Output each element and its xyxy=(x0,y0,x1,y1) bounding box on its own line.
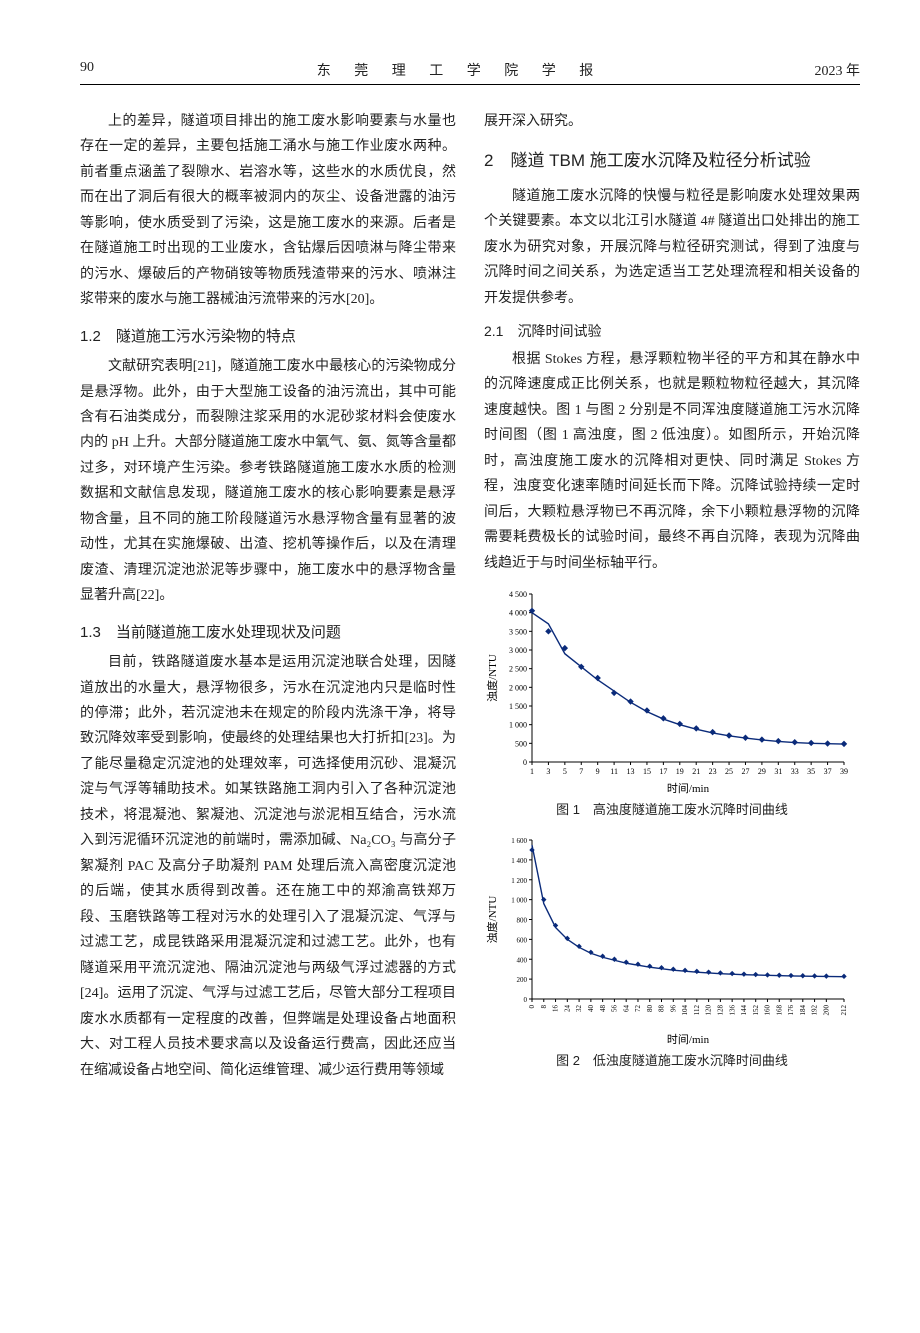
svg-text:21: 21 xyxy=(692,767,700,776)
content-columns: 上的差异，隧道项目排出的施工废水影响要素与水量也存在一定的差异，主要包括施工涌水… xyxy=(80,109,860,1085)
para-1-3: 目前，铁路隧道废水基本是运用沉淀池联合处理，因隧道放出的水量大，悬浮物很多，污水… xyxy=(80,650,456,1083)
heading-2-1: 2.1 沉降时间试验 xyxy=(484,319,860,344)
left-column: 上的差异，隧道项目排出的施工废水影响要素与水量也存在一定的差异，主要包括施工涌水… xyxy=(80,109,456,1085)
svg-text:128: 128 xyxy=(716,1004,724,1015)
svg-text:4 500: 4 500 xyxy=(509,590,527,599)
svg-text:200: 200 xyxy=(517,976,528,984)
para-continuation: 上的差异，隧道项目排出的施工废水影响要素与水量也存在一定的差异，主要包括施工涌水… xyxy=(80,109,456,313)
svg-text:800: 800 xyxy=(517,916,528,924)
svg-text:0: 0 xyxy=(528,1004,536,1008)
svg-text:11: 11 xyxy=(610,767,618,776)
figure-2-caption: 图 2 低浊度隧道施工废水沉降时间曲线 xyxy=(484,1049,860,1073)
svg-text:176: 176 xyxy=(787,1004,795,1015)
figure-2: 02004006008001 0001 2001 4001 6000816243… xyxy=(484,832,860,1073)
svg-text:15: 15 xyxy=(643,767,651,776)
svg-text:192: 192 xyxy=(811,1004,819,1015)
svg-text:200: 200 xyxy=(822,1004,830,1015)
svg-text:120: 120 xyxy=(705,1004,713,1015)
heading-1-2: 1.2 隧道施工污水污染物的特点 xyxy=(80,323,456,350)
svg-text:212: 212 xyxy=(840,1004,848,1015)
svg-text:17: 17 xyxy=(659,767,667,776)
svg-text:浊度/NTU: 浊度/NTU xyxy=(485,654,499,702)
right-column: 展开深入研究。 2 隧道 TBM 施工废水沉降及粒径分析试验 隧道施工废水沉降的… xyxy=(484,109,860,1085)
svg-text:3 500: 3 500 xyxy=(509,627,527,636)
figure-1-caption: 图 1 高浊度隧道施工废水沉降时间曲线 xyxy=(484,798,860,822)
heading-2: 2 隧道 TBM 施工废水沉降及粒径分析试验 xyxy=(484,148,860,174)
figure-2-chart: 02004006008001 0001 2001 4001 6000816243… xyxy=(484,832,854,1047)
svg-text:0: 0 xyxy=(524,996,528,1004)
svg-text:400: 400 xyxy=(517,956,528,964)
svg-text:1 000: 1 000 xyxy=(509,721,527,730)
page: 90 东 莞 理 工 学 院 学 报 2023 年 上的差异，隧道项目排出的施工… xyxy=(0,0,920,1333)
svg-text:33: 33 xyxy=(791,767,799,776)
figure-1: 0 500 1 000 1 500 2 000 2 500 3 000 3 500 4 000 4… xyxy=(484,586,860,822)
svg-text:112: 112 xyxy=(693,1004,701,1015)
svg-text:96: 96 xyxy=(669,1004,677,1012)
svg-text:时间/min: 时间/min xyxy=(667,782,710,795)
svg-text:144: 144 xyxy=(740,1004,748,1015)
svg-text:5: 5 xyxy=(563,767,567,776)
para-1-2: 文献研究表明[21]，隧道施工废水中最核心的污染物成分是悬浮物。此外，由于大型施… xyxy=(80,354,456,609)
svg-text:4 000: 4 000 xyxy=(509,609,527,618)
svg-text:600: 600 xyxy=(517,936,528,944)
svg-text:31: 31 xyxy=(774,767,782,776)
svg-text:25: 25 xyxy=(725,767,733,776)
svg-text:1 200: 1 200 xyxy=(511,876,527,884)
svg-text:2 000: 2 000 xyxy=(509,683,527,692)
svg-text:88: 88 xyxy=(658,1004,666,1012)
svg-text:39: 39 xyxy=(840,767,848,776)
svg-text:160: 160 xyxy=(764,1004,772,1015)
svg-text:23: 23 xyxy=(709,767,717,776)
page-header: 90 东 莞 理 工 学 院 学 报 2023 年 xyxy=(80,60,860,85)
para-continuation-right: 展开深入研究。 xyxy=(484,109,860,134)
figure-1-chart: 0 500 1 000 1 500 2 000 2 500 3 000 3 500 4 000 4… xyxy=(484,586,854,796)
svg-text:104: 104 xyxy=(681,1004,689,1015)
svg-text:2 500: 2 500 xyxy=(509,665,527,674)
svg-text:136: 136 xyxy=(728,1004,736,1015)
svg-text:56: 56 xyxy=(611,1004,619,1012)
svg-text:时间/min: 时间/min xyxy=(667,1033,710,1046)
para-2-intro: 隧道施工废水沉降的快慢与粒径是影响废水处理效果两个关键要素。本文以北江引水隧道 … xyxy=(484,184,860,311)
svg-text:9: 9 xyxy=(596,767,600,776)
svg-text:32: 32 xyxy=(575,1004,583,1012)
svg-text:1 000: 1 000 xyxy=(511,896,527,904)
svg-text:48: 48 xyxy=(599,1004,607,1012)
heading-1-3: 1.3 当前隧道施工废水处理现状及问题 xyxy=(80,619,456,646)
svg-text:1 500: 1 500 xyxy=(509,702,527,711)
svg-text:19: 19 xyxy=(676,767,684,776)
page-number: 90 xyxy=(80,60,130,80)
svg-text:8: 8 xyxy=(540,1004,548,1008)
svg-text:3: 3 xyxy=(546,767,550,776)
svg-text:13: 13 xyxy=(627,767,635,776)
svg-text:29: 29 xyxy=(758,767,766,776)
svg-text:7: 7 xyxy=(579,767,583,776)
svg-text:16: 16 xyxy=(552,1004,560,1012)
svg-text:152: 152 xyxy=(752,1004,760,1015)
svg-text:80: 80 xyxy=(646,1004,654,1012)
svg-text:64: 64 xyxy=(622,1004,630,1012)
svg-text:0: 0 xyxy=(523,758,527,767)
para-2-1: 根据 Stokes 方程，悬浮颗粒物半径的平方和其在静水中的沉降速度成正比例关系… xyxy=(484,347,860,576)
svg-text:168: 168 xyxy=(775,1004,783,1015)
svg-text:27: 27 xyxy=(741,767,749,776)
svg-text:35: 35 xyxy=(807,767,815,776)
publication-year: 2023 年 xyxy=(790,60,860,80)
svg-text:24: 24 xyxy=(563,1004,571,1012)
svg-text:1 600: 1 600 xyxy=(511,837,527,845)
svg-text:3 000: 3 000 xyxy=(509,646,527,655)
svg-text:184: 184 xyxy=(799,1004,807,1015)
svg-text:37: 37 xyxy=(824,767,832,776)
svg-text:500: 500 xyxy=(515,739,527,748)
svg-text:1 400: 1 400 xyxy=(511,857,527,865)
svg-text:72: 72 xyxy=(634,1004,642,1012)
svg-text:浊度/NTU: 浊度/NTU xyxy=(485,895,499,943)
svg-text:40: 40 xyxy=(587,1004,595,1012)
journal-name: 东 莞 理 工 学 院 学 报 xyxy=(130,60,790,80)
svg-text:1: 1 xyxy=(530,767,534,776)
